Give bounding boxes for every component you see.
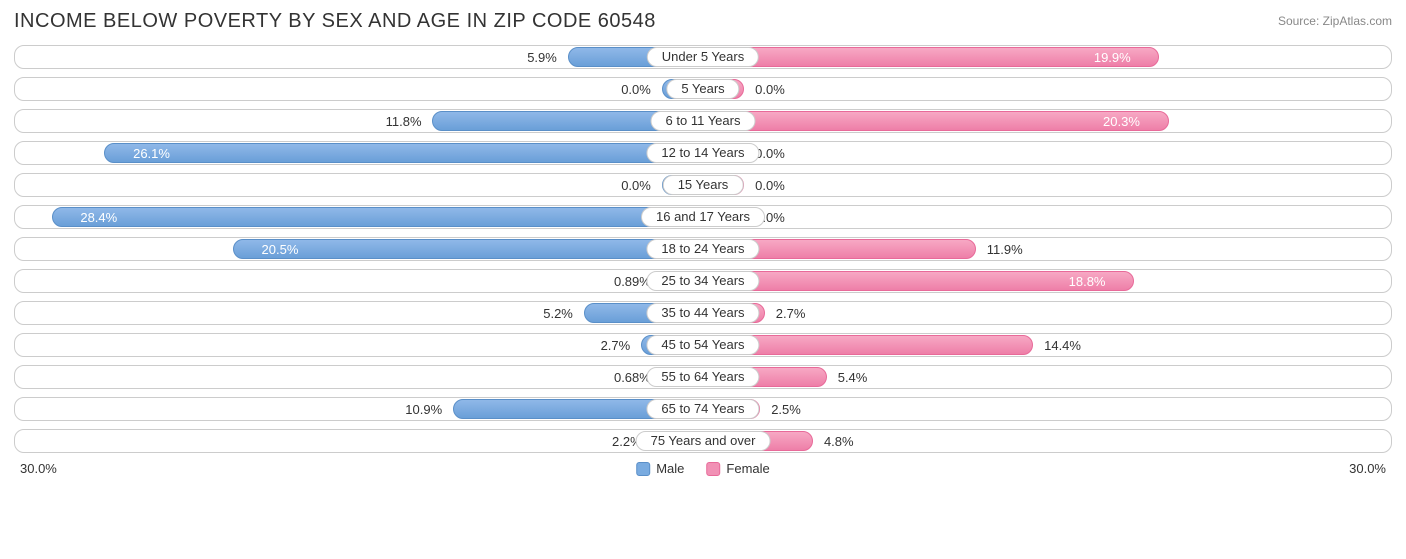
- legend-male-label: Male: [656, 461, 684, 476]
- male-value-label: 10.9%: [405, 398, 446, 420]
- category-label: 35 to 44 Years: [646, 303, 759, 323]
- chart-row: 5.2% 2.7% 35 to 44 Years: [14, 301, 1392, 325]
- axis-max-left: 30.0%: [20, 461, 57, 476]
- chart-row: 0.89%18.8%25 to 34 Years: [14, 269, 1392, 293]
- male-bar: [233, 239, 703, 259]
- male-value-label: 0.0%: [621, 174, 655, 196]
- female-value-label: 19.9%: [1094, 46, 1139, 68]
- category-label: 45 to 54 Years: [646, 335, 759, 355]
- chart-title: INCOME BELOW POVERTY BY SEX AND AGE IN Z…: [14, 10, 656, 33]
- male-value-label: 11.8%: [386, 110, 426, 132]
- category-label: 18 to 24 Years: [646, 239, 759, 259]
- category-label: 25 to 34 Years: [646, 271, 759, 291]
- female-value-label: 18.8%: [1069, 270, 1114, 292]
- male-value-label: 2.7%: [601, 334, 635, 356]
- category-label: 55 to 64 Years: [646, 367, 759, 387]
- chart-row: 26.1%0.0%12 to 14 Years: [14, 141, 1392, 165]
- chart-row: 20.5% 11.9% 18 to 24 Years: [14, 237, 1392, 261]
- chart-row: 2.7% 14.4% 45 to 54 Years: [14, 333, 1392, 357]
- category-label: Under 5 Years: [647, 47, 759, 67]
- male-bar: [104, 143, 703, 163]
- chart-row: 10.9% 2.5% 65 to 74 Years: [14, 397, 1392, 421]
- male-swatch-icon: [636, 462, 650, 476]
- legend-item-female: Female: [706, 461, 769, 476]
- male-value-label: 5.9%: [527, 46, 561, 68]
- category-label: 12 to 14 Years: [646, 143, 759, 163]
- male-value-label: 5.2%: [543, 302, 577, 324]
- category-label: 75 Years and over: [636, 431, 771, 451]
- female-value-label: 11.9%: [983, 238, 1023, 260]
- female-value-label: 2.7%: [772, 302, 806, 324]
- category-label: 16 and 17 Years: [641, 207, 765, 227]
- population-pyramid-chart: 5.9% 19.9% Under 5 Years 0.0% 0.0% 5 Years 11.…: [14, 45, 1392, 453]
- chart-row: 11.8% 20.3% 6 to 11 Years: [14, 109, 1392, 133]
- male-value-label: 26.1%: [125, 142, 170, 164]
- category-label: 6 to 11 Years: [651, 111, 756, 131]
- chart-row: 5.9% 19.9% Under 5 Years: [14, 45, 1392, 69]
- female-value-label: 5.4%: [834, 366, 868, 388]
- chart-row: 2.2%4.8%75 Years and over: [14, 429, 1392, 453]
- female-value-label: 2.5%: [767, 398, 801, 420]
- male-value-label: 20.5%: [254, 238, 299, 260]
- axis-max-right: 30.0%: [1349, 461, 1386, 476]
- chart-row: 0.68%5.4%55 to 64 Years: [14, 365, 1392, 389]
- female-value-label: 14.4%: [1040, 334, 1081, 356]
- chart-row: 0.0% 0.0% 15 Years: [14, 173, 1392, 197]
- axis-row: 30.0% Male Female 30.0%: [14, 461, 1392, 476]
- female-swatch-icon: [706, 462, 720, 476]
- female-value-label: 0.0%: [751, 174, 785, 196]
- chart-source: Source: ZipAtlas.com: [1278, 10, 1392, 28]
- category-label: 15 Years: [663, 175, 744, 195]
- male-bar: [52, 207, 703, 227]
- male-value-label: 28.4%: [72, 206, 117, 228]
- female-bar: [703, 111, 1169, 131]
- chart-header: INCOME BELOW POVERTY BY SEX AND AGE IN Z…: [14, 10, 1392, 33]
- legend-female-label: Female: [726, 461, 769, 476]
- category-label: 5 Years: [666, 79, 739, 99]
- legend-item-male: Male: [636, 461, 684, 476]
- chart-row: 28.4%0.0%16 and 17 Years: [14, 205, 1392, 229]
- female-value-label: 0.0%: [751, 78, 785, 100]
- female-bar: [703, 47, 1159, 67]
- category-label: 65 to 74 Years: [646, 399, 759, 419]
- male-value-label: 0.0%: [621, 78, 655, 100]
- chart-row: 0.0% 0.0% 5 Years: [14, 77, 1392, 101]
- female-value-label: 4.8%: [820, 430, 854, 452]
- legend: Male Female: [636, 461, 770, 476]
- female-value-label: 20.3%: [1103, 110, 1148, 132]
